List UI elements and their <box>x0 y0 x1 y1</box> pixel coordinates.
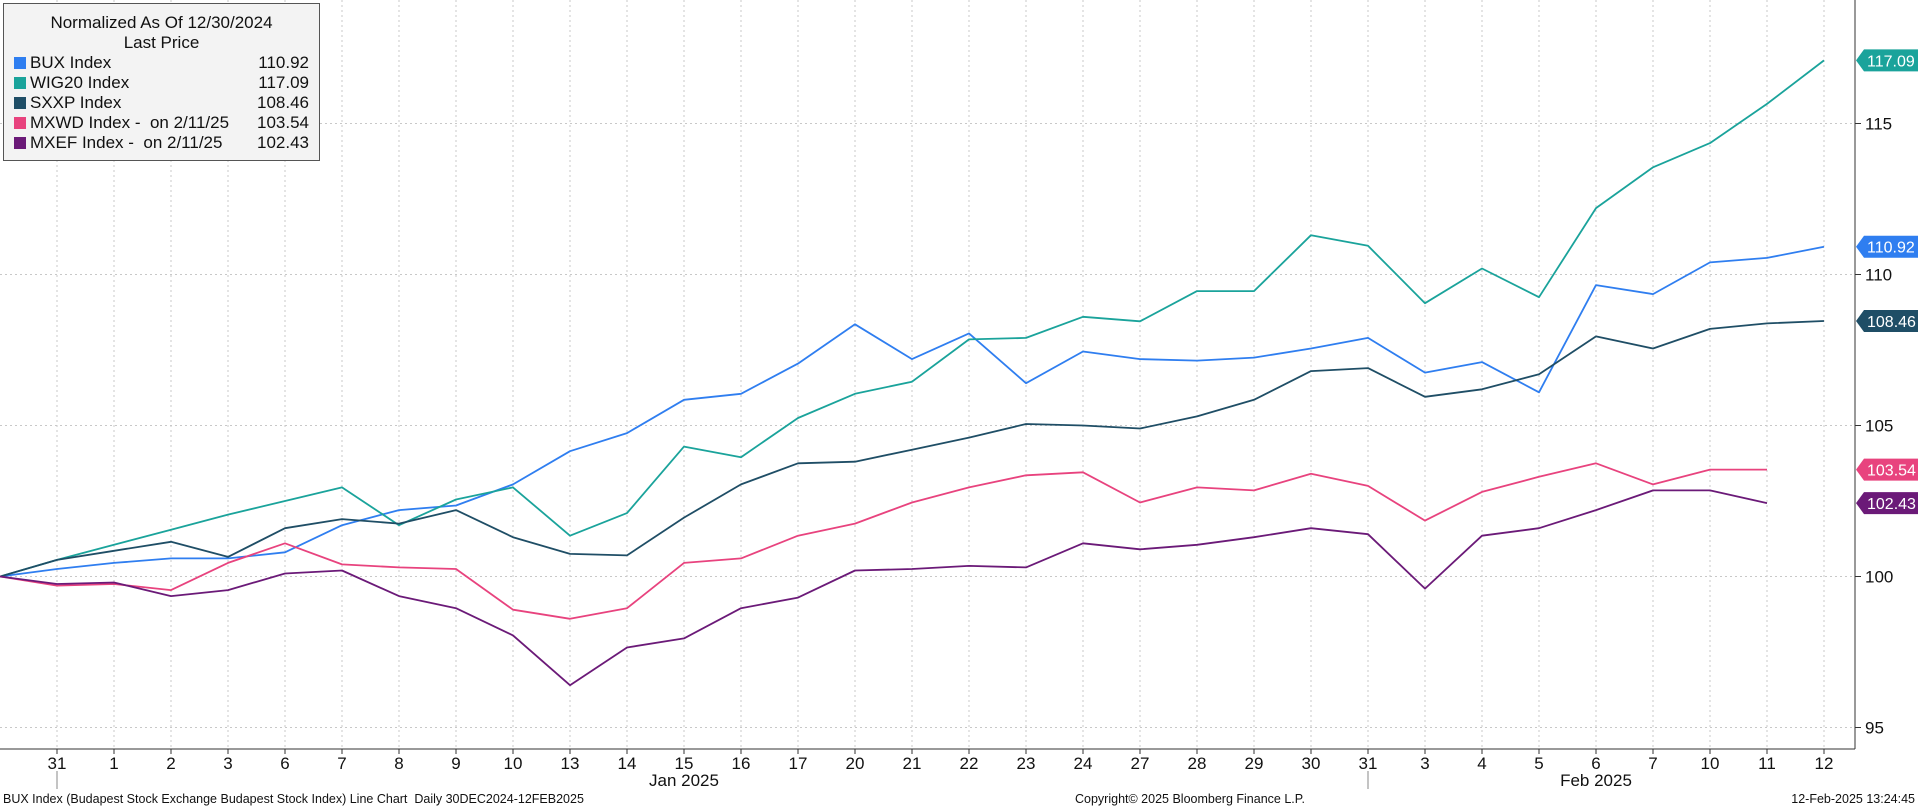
series-line <box>0 462 1767 620</box>
x-tick-label: 22 <box>960 754 979 773</box>
last-value-label: 108.46 <box>1867 314 1916 331</box>
x-tick-label: 13 <box>561 754 580 773</box>
grid-lines <box>0 0 1855 749</box>
series-line <box>0 489 1768 687</box>
x-tick-label: 10 <box>504 754 523 773</box>
footer-timestamp: 12-Feb-2025 13:24:45 <box>1791 792 1915 806</box>
legend-value-mxwd: 103.54 <box>257 113 309 132</box>
x-tick-label: 6 <box>280 754 289 773</box>
x-tick-label: 7 <box>1648 754 1657 773</box>
series-line <box>0 59 1825 578</box>
legend-swatch-bux <box>14 57 26 69</box>
legend-value-bux: 110.92 <box>258 53 309 72</box>
legend-row-wig20: WIG20 Index 117.09 <box>4 73 319 93</box>
y-tick-label: 105 <box>1865 417 1893 436</box>
x-tick-label: 6 <box>1591 754 1600 773</box>
x-tick-label: 16 <box>732 754 751 773</box>
legend-value-wig20: 117.09 <box>258 73 309 92</box>
last-value-tag <box>1856 458 1918 481</box>
x-tick-label: 20 <box>846 754 865 773</box>
y-tick-label: 100 <box>1865 568 1893 587</box>
last-value-label: 110.92 <box>1867 240 1915 257</box>
legend-swatch-wig20 <box>14 77 26 89</box>
last-value-label: 102.43 <box>1867 496 1916 513</box>
legend-label-mxef: MXEF Index - on 2/11/25 <box>30 133 223 152</box>
legend-swatch-mxwd <box>14 117 26 129</box>
x-tick-label: 1 <box>109 754 118 773</box>
last-value-label: 117.09 <box>1867 53 1915 70</box>
x-tick-label: 14 <box>618 754 637 773</box>
series-line <box>0 245 1825 578</box>
legend-subtitle: Last Price <box>123 33 200 52</box>
legend-label-sxxp: SXXP Index <box>30 93 122 112</box>
last-value-tags: 110.92 117.09 108.46 103.54 102.43 <box>1856 49 1918 515</box>
legend-row-bux: BUX Index 110.92 <box>4 53 319 73</box>
last-value-label: 103.54 <box>1867 463 1916 480</box>
x-tick-label: 17 <box>789 754 808 773</box>
legend-label-mxwd: MXWD Index - on 2/11/25 <box>30 113 230 132</box>
footer-copyright: Copyright© 2025 Bloomberg Finance L.P. <box>1075 792 1305 806</box>
legend-box: Normalized As Of 12/30/2024 Last Price B… <box>3 3 320 161</box>
y-tick-label: 95 <box>1865 719 1884 738</box>
x-tick-label: 28 <box>1188 754 1207 773</box>
y-axis: 95 100 105 110 115 <box>1854 0 1893 749</box>
last-value-tag <box>1856 310 1918 333</box>
last-value-tag <box>1856 492 1918 515</box>
x-tick-label: 10 <box>1701 754 1720 773</box>
series-lines <box>0 59 1825 687</box>
x-tick-label: 24 <box>1074 754 1093 773</box>
series-line <box>0 320 1825 578</box>
last-value-tag <box>1856 235 1918 258</box>
x-tick-label: 15 <box>675 754 694 773</box>
x-tick-label: 29 <box>1245 754 1264 773</box>
x-axis: 31 1 2 3 6 7 8 9 10 13 14 15 16 17 20 21 22 23 24 27 28 29 30 3… <box>0 748 1855 790</box>
x-tick-label: 27 <box>1131 754 1150 773</box>
footer-description: BUX Index (Budapest Stock Exchange Budap… <box>3 792 584 806</box>
month-label: Jan 2025 <box>649 771 719 790</box>
x-tick-label: 31 <box>1359 754 1378 773</box>
x-tick-label: 23 <box>1017 754 1036 773</box>
x-tick-label: 3 <box>1420 754 1429 773</box>
x-tick-label: 21 <box>903 754 922 773</box>
month-label: Feb 2025 <box>1560 771 1632 790</box>
legend-label-wig20: WIG20 Index <box>30 73 130 92</box>
legend-title: Normalized As Of 12/30/2024 <box>50 13 273 32</box>
legend-row-sxxp: SXXP Index 108.46 <box>4 93 319 113</box>
x-tick-label: 5 <box>1534 754 1543 773</box>
legend-value-sxxp: 108.46 <box>257 93 309 112</box>
x-tick-label: 12 <box>1815 754 1834 773</box>
x-tick-label: 4 <box>1477 754 1486 773</box>
x-tick-label: 31 <box>48 754 67 773</box>
legend-swatch-mxef <box>14 137 26 149</box>
x-tick-label: 7 <box>337 754 346 773</box>
y-tick-label: 110 <box>1865 266 1892 285</box>
x-tick-label: 3 <box>223 754 232 773</box>
x-tick-label: 11 <box>1758 754 1776 773</box>
legend-row-mxwd: MXWD Index - on 2/11/25 103.54 <box>4 113 319 133</box>
legend-label-bux: BUX Index <box>30 53 112 72</box>
x-tick-label: 9 <box>451 754 460 773</box>
legend-swatch-sxxp <box>14 97 26 109</box>
x-tick-label: 30 <box>1302 754 1321 773</box>
x-tick-label: 2 <box>166 754 175 773</box>
y-tick-label: 115 <box>1865 115 1892 134</box>
legend-row-mxef: MXEF Index - on 2/11/25 102.43 <box>4 133 319 153</box>
x-tick-label: 8 <box>394 754 403 773</box>
legend-value-mxef: 102.43 <box>257 133 309 152</box>
last-value-tag <box>1856 49 1918 72</box>
